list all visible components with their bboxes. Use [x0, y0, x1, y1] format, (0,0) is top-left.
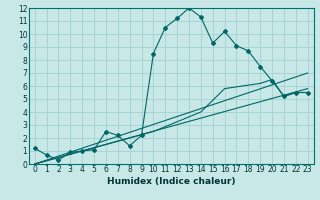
X-axis label: Humidex (Indice chaleur): Humidex (Indice chaleur) [107, 177, 236, 186]
